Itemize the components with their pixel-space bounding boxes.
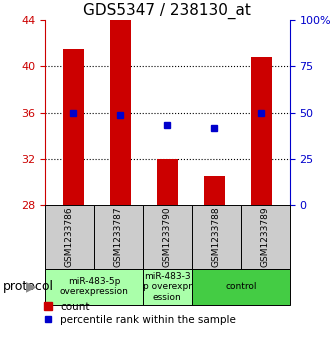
Text: GSM1233788: GSM1233788	[212, 207, 221, 267]
Text: control: control	[225, 282, 256, 291]
Legend: count, percentile rank within the sample: count, percentile rank within the sample	[44, 302, 236, 325]
Bar	[110, 20, 131, 205]
Text: GSM1233789: GSM1233789	[261, 207, 270, 267]
Title: GDS5347 / 238130_at: GDS5347 / 238130_at	[83, 3, 251, 19]
Text: GSM1233787: GSM1233787	[114, 207, 123, 267]
Bar	[157, 159, 178, 205]
Text: protocol: protocol	[3, 280, 54, 293]
Text: GSM1233790: GSM1233790	[163, 207, 172, 267]
Text: GSM1233786: GSM1233786	[65, 207, 74, 267]
Bar	[63, 49, 84, 205]
Bar	[204, 176, 225, 205]
Bar	[251, 57, 272, 205]
Text: miR-483-3
p overexpr
ession: miR-483-3 p overexpr ession	[143, 272, 192, 302]
Text: miR-483-5p
overexpression: miR-483-5p overexpression	[60, 277, 128, 297]
Text: ▶: ▶	[26, 280, 37, 294]
